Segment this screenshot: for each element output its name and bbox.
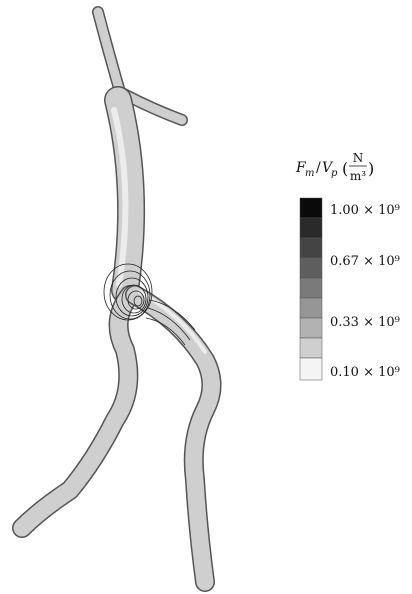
colorbar-swatch xyxy=(300,298,322,318)
vessel xyxy=(22,12,212,582)
title-slash: / xyxy=(316,160,321,176)
title-paren: ) xyxy=(368,159,374,178)
unit-denominator: m³ xyxy=(350,169,366,183)
colorbar-labels: 1.00 × 10⁹ 0.67 × 10⁹ 0.33 × 10⁹ 0.10 × … xyxy=(330,203,400,380)
colorbar-tick-label: 0.67 × 10⁹ xyxy=(330,254,400,269)
colorbar-swatch xyxy=(300,278,322,298)
colorbar-swatch xyxy=(300,218,322,238)
colorbar-swatch xyxy=(300,258,322,278)
colorbar-tick-label: 0.10 × 10⁹ xyxy=(330,365,400,380)
title-subscript: m xyxy=(305,168,314,179)
colorbar-swatch xyxy=(300,338,322,358)
colorbar-tick-label: 1.00 × 10⁹ xyxy=(330,203,400,218)
unit-numerator: N xyxy=(353,151,364,165)
colorbar-swatch xyxy=(300,198,322,218)
title-paren: ( xyxy=(342,159,348,178)
title-subscript: p xyxy=(331,168,338,179)
legend-title: F m / V p ( N m³ ) xyxy=(295,151,374,183)
colorbar-swatch xyxy=(300,238,322,258)
figure-canvas: F m / V p ( N m³ ) 1.00 × 10⁹ 0.67 × 10⁹… xyxy=(0,0,412,594)
colorbar-swatch xyxy=(300,358,322,380)
figure: F m / V p ( N m³ ) 1.00 × 10⁹ 0.67 × 10⁹… xyxy=(0,0,412,594)
colorbar xyxy=(300,198,322,380)
colorbar-tick-label: 0.33 × 10⁹ xyxy=(330,315,400,330)
colorbar-swatch xyxy=(300,318,322,338)
